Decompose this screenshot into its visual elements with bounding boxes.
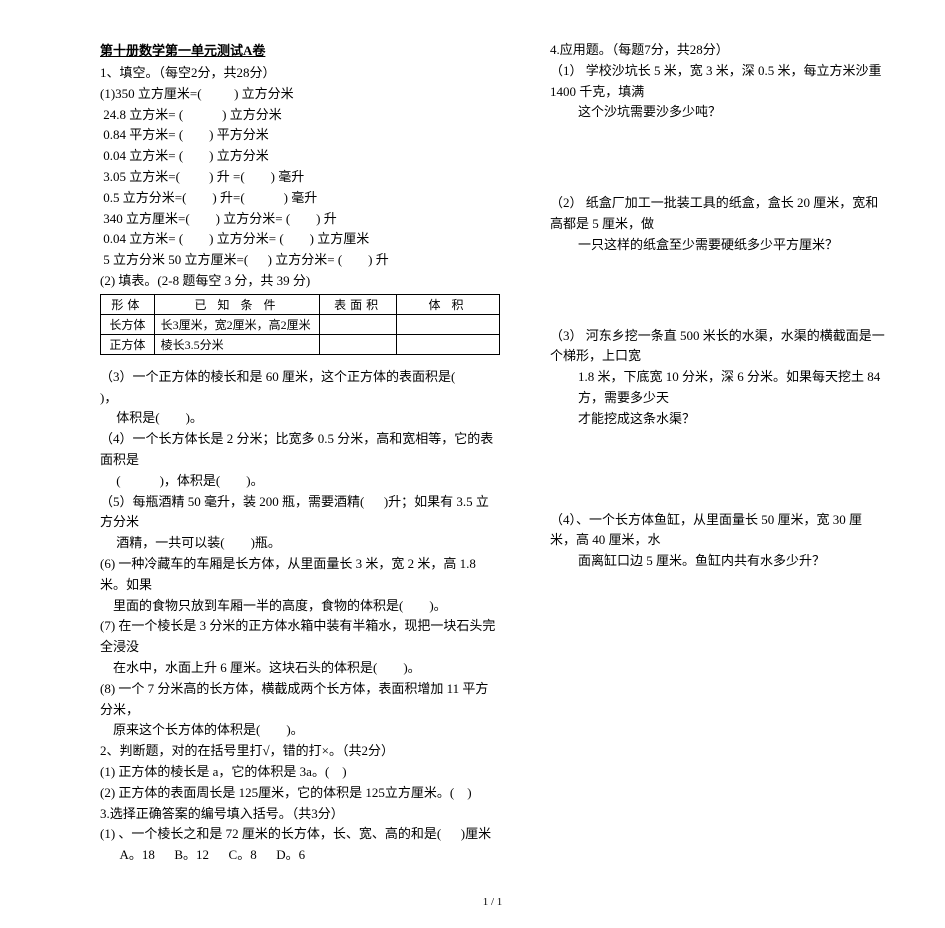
fill-line-7: 340 立方厘米=( ) 立方分米= ( ) 升	[100, 209, 500, 230]
table-row: 正方体 棱长3.5分米	[101, 334, 500, 354]
q8-line-a: (8) 一个 7 分米高的长方体，横截成两个长方体，表面积增加 11 平方分米，	[100, 679, 500, 721]
left-column: 第十册数学第一单元测试A卷 1、填空。（每空2分，共28分） (1)350 立方…	[100, 40, 500, 866]
q8-line-b: 原来这个长方体的体积是( )。	[100, 720, 500, 741]
app-q3-b: 1.8 米，下底宽 10 分米，深 6 分米。如果每天挖土 84 方，需要多少天	[550, 367, 885, 409]
shape-table: 形体 已 知 条 件 表面积 体 积 长方体 长3厘米，宽2厘米，高2厘米 正方…	[100, 294, 500, 355]
fill-line-9: 5 立方分米 50 立方厘米=( ) 立方分米= ( ) 升	[100, 250, 500, 271]
app-q4: （4）、一个长方体鱼缸，从里面量长 50 厘米，宽 30 厘米，高 40 厘米，…	[550, 510, 885, 572]
fill-line-3: 0.84 平方米= ( ) 平方分米	[100, 125, 500, 146]
fill-line-4: 0.04 立方米= ( ) 立方分米	[100, 146, 500, 167]
fill-line-1: (1)350 立方厘米=( ) 立方分米	[100, 84, 500, 105]
table-header-row: 形体 已 知 条 件 表面积 体 积	[101, 294, 500, 314]
cell-surface	[320, 334, 397, 354]
th-volume: 体 积	[396, 294, 499, 314]
section1-heading: 1、填空。（每空2分，共28分）	[100, 63, 500, 84]
app-q4-a: （4）、一个长方体鱼缸，从里面量长 50 厘米，宽 30 厘米，高 40 厘米，…	[550, 510, 885, 552]
q7-line-a: (7) 在一个棱长是 3 分米的正方体水箱中装有半箱水，现把一块石头完全浸没	[100, 616, 500, 658]
section-judge-heading: 2、判断题，对的在括号里打√，错的打×。（共2分）	[100, 741, 500, 762]
q6-line-b: 里面的食物只放到车厢一半的高度，食物的体积是( )。	[100, 596, 500, 617]
q4-line-a: （4）一个长方体长是 2 分米；比宽多 0.5 分米，高和宽相等，它的表面积是	[100, 429, 500, 471]
q6-line-a: (6) 一种冷藏车的车厢是长方体，从里面量长 3 米，宽 2 米，高 1.8 米…	[100, 554, 500, 596]
right-column: 4.应用题。（每题7分，共28分） （1） 学校沙坑长 5 米，宽 3 米，深 …	[550, 40, 885, 866]
section2-heading: (2) 填表。(2-8 题每空 3 分，共 39 分)	[100, 271, 500, 292]
q3-line-a: （3）一个正方体的棱长和是 60 厘米，这个正方体的表面积是( )，	[100, 367, 500, 409]
cell-volume	[396, 314, 499, 334]
page-footer: 1 / 1	[100, 896, 885, 908]
app-q1-b: 这个沙坑需要沙多少吨？	[550, 102, 885, 123]
page-columns: 第十册数学第一单元测试A卷 1、填空。（每空2分，共28分） (1)350 立方…	[100, 40, 885, 866]
app-q2-b: 一只这样的纸盒至少需要硬纸多少平方厘米？	[550, 235, 885, 256]
q4-line-b: ( )，体积是( )。	[100, 471, 500, 492]
choice-1b: A。18 B。12 C。8 D。6	[100, 845, 500, 866]
cell-shape: 正方体	[101, 334, 155, 354]
app-q3: （3） 河东乡挖一条直 500 米长的水渠，水渠的横截面是一个梯形，上口宽 1.…	[550, 326, 885, 430]
app-q1-a: （1） 学校沙坑长 5 米，宽 3 米，深 0.5 米，每立方米沙重 1400 …	[550, 61, 885, 103]
fill-line-5: 3.05 立方米=( ) 升 =( ) 毫升	[100, 167, 500, 188]
section-choice-heading: 3.选择正确答案的编号填入括号。（共3分）	[100, 804, 500, 825]
q5-line-b: 酒精，一共可以装( )瓶。	[100, 533, 500, 554]
th-shape: 形体	[101, 294, 155, 314]
th-known: 已 知 条 件	[154, 294, 320, 314]
fill-line-2: 24.8 立方米= ( ) 立方分米	[100, 105, 500, 126]
cell-shape: 长方体	[101, 314, 155, 334]
table-row: 长方体 长3厘米，宽2厘米，高2厘米	[101, 314, 500, 334]
q7-line-b: 在水中，水面上升 6 厘米。这块石头的体积是( )。	[100, 658, 500, 679]
q3-line-b: 体积是( )。	[100, 408, 500, 429]
app-q3-a: （3） 河东乡挖一条直 500 米长的水渠，水渠的横截面是一个梯形，上口宽	[550, 326, 885, 368]
section4-heading: 4.应用题。（每题7分，共28分）	[550, 40, 885, 61]
app-q1: （1） 学校沙坑长 5 米，宽 3 米，深 0.5 米，每立方米沙重 1400 …	[550, 61, 885, 123]
cell-surface	[320, 314, 397, 334]
cell-known: 长3厘米，宽2厘米，高2厘米	[154, 314, 320, 334]
th-surface: 表面积	[320, 294, 397, 314]
judge-1: (1) 正方体的棱长是 a，它的体积是 3a。( )	[100, 762, 500, 783]
judge-2: (2) 正方体的表面周长是 125厘米，它的体积是 125立方厘米。( )	[100, 783, 500, 804]
app-q2: （2） 纸盒厂加工一批装工具的纸盒，盒长 20 厘米，宽和高都是 5 厘米，做 …	[550, 193, 885, 255]
app-q3-c: 才能挖成这条水渠？	[550, 409, 885, 430]
q5-line-a: （5）每瓶酒精 50 毫升，装 200 瓶，需要酒精( )升；如果有 3.5 立…	[100, 492, 500, 534]
fill-line-8: 0.04 立方米= ( ) 立方分米= ( ) 立方厘米	[100, 229, 500, 250]
app-q2-a: （2） 纸盒厂加工一批装工具的纸盒，盒长 20 厘米，宽和高都是 5 厘米，做	[550, 193, 885, 235]
app-q4-b: 面离缸口边 5 厘米。鱼缸内共有水多少升？	[550, 551, 885, 572]
fill-line-6: 0.5 立方分米=( ) 升=( ) 毫升	[100, 188, 500, 209]
exam-title: 第十册数学第一单元测试A卷	[100, 40, 500, 59]
cell-known: 棱长3.5分米	[154, 334, 320, 354]
choice-1a: (1) 、一个棱长之和是 72 厘米的长方体，长、宽、高的和是( )厘米	[100, 824, 500, 845]
cell-volume	[396, 334, 499, 354]
